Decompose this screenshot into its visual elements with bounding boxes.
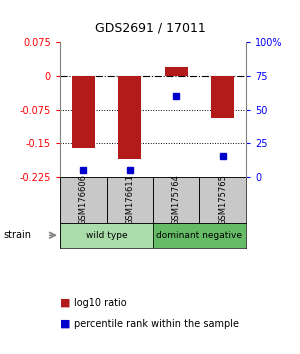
Bar — [60, 223, 153, 248]
Text: percentile rank within the sample: percentile rank within the sample — [74, 319, 238, 329]
Bar — [60, 177, 106, 223]
Text: GSM176606: GSM176606 — [79, 174, 88, 225]
Text: log10 ratio: log10 ratio — [74, 298, 126, 308]
Text: strain: strain — [3, 230, 31, 240]
Bar — [153, 177, 200, 223]
Bar — [72, 76, 95, 148]
Bar — [200, 177, 246, 223]
Text: GSM175764: GSM175764 — [172, 174, 181, 225]
Bar — [211, 76, 234, 119]
Text: GSM175765: GSM175765 — [218, 174, 227, 225]
Text: wild type: wild type — [86, 231, 127, 240]
Bar — [106, 177, 153, 223]
Text: ■: ■ — [60, 319, 70, 329]
Text: dominant negative: dominant negative — [157, 231, 242, 240]
Text: ■: ■ — [60, 298, 70, 308]
Bar — [118, 76, 141, 159]
Bar — [165, 67, 188, 76]
Text: GSM176611: GSM176611 — [125, 174, 134, 225]
Text: GDS2691 / 17011: GDS2691 / 17011 — [94, 22, 206, 35]
Bar — [153, 223, 246, 248]
